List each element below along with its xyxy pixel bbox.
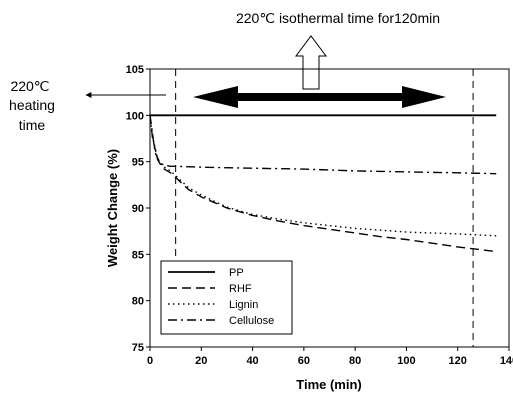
legend: PP RHF Lignin Cellulose (160, 260, 293, 335)
legend-label-rhf: RHF (229, 283, 252, 295)
heating-annotation-line2: heating (9, 97, 55, 113)
legend-box (160, 260, 293, 335)
y-tick-label: 105 (126, 64, 144, 76)
x-tick-label: 120 (449, 355, 467, 367)
legend-label-pp: PP (229, 267, 244, 279)
isothermal-double-arrow (193, 86, 446, 108)
y-tick-label: 100 (126, 110, 144, 122)
x-tick-label: 100 (397, 355, 415, 367)
isothermal-annotation: 220℃ isothermal time for120min (236, 10, 440, 26)
x-tick-label: 60 (298, 355, 310, 367)
y-tick-label: 75 (132, 342, 144, 354)
heating-annotation-line1: 220℃ (10, 78, 49, 94)
heating-annotation-line3: time (19, 117, 46, 133)
series-lignin-line (149, 115, 497, 237)
series-cellulose-line (149, 115, 497, 175)
y-axis: 75 80 85 90 95 100 105 (126, 64, 150, 354)
x-tick-label: 140 (500, 355, 513, 367)
x-tick-label: 40 (246, 355, 258, 367)
x-tick-label: 0 (147, 355, 153, 367)
y-tick-label: 90 (132, 203, 144, 215)
y-tick-label: 80 (132, 296, 144, 308)
x-tick-label: 20 (195, 355, 207, 367)
legend-label-lignin: Lignin (229, 299, 258, 311)
y-tick-label: 85 (132, 249, 144, 261)
series-lines (149, 114, 497, 253)
x-axis-title: Time (min) (296, 377, 362, 392)
up-arrow-icon (295, 35, 327, 90)
y-tick-label: 95 (132, 157, 144, 169)
legend-label-cellulose: Cellulose (229, 315, 274, 327)
x-tick-label: 80 (349, 355, 361, 367)
y-axis-title: Weight Change (%) (105, 149, 120, 267)
time-markers (175, 69, 474, 347)
series-rhf-line (149, 115, 497, 253)
x-axis: 0 20 40 60 80 100 120 140 (147, 347, 513, 367)
